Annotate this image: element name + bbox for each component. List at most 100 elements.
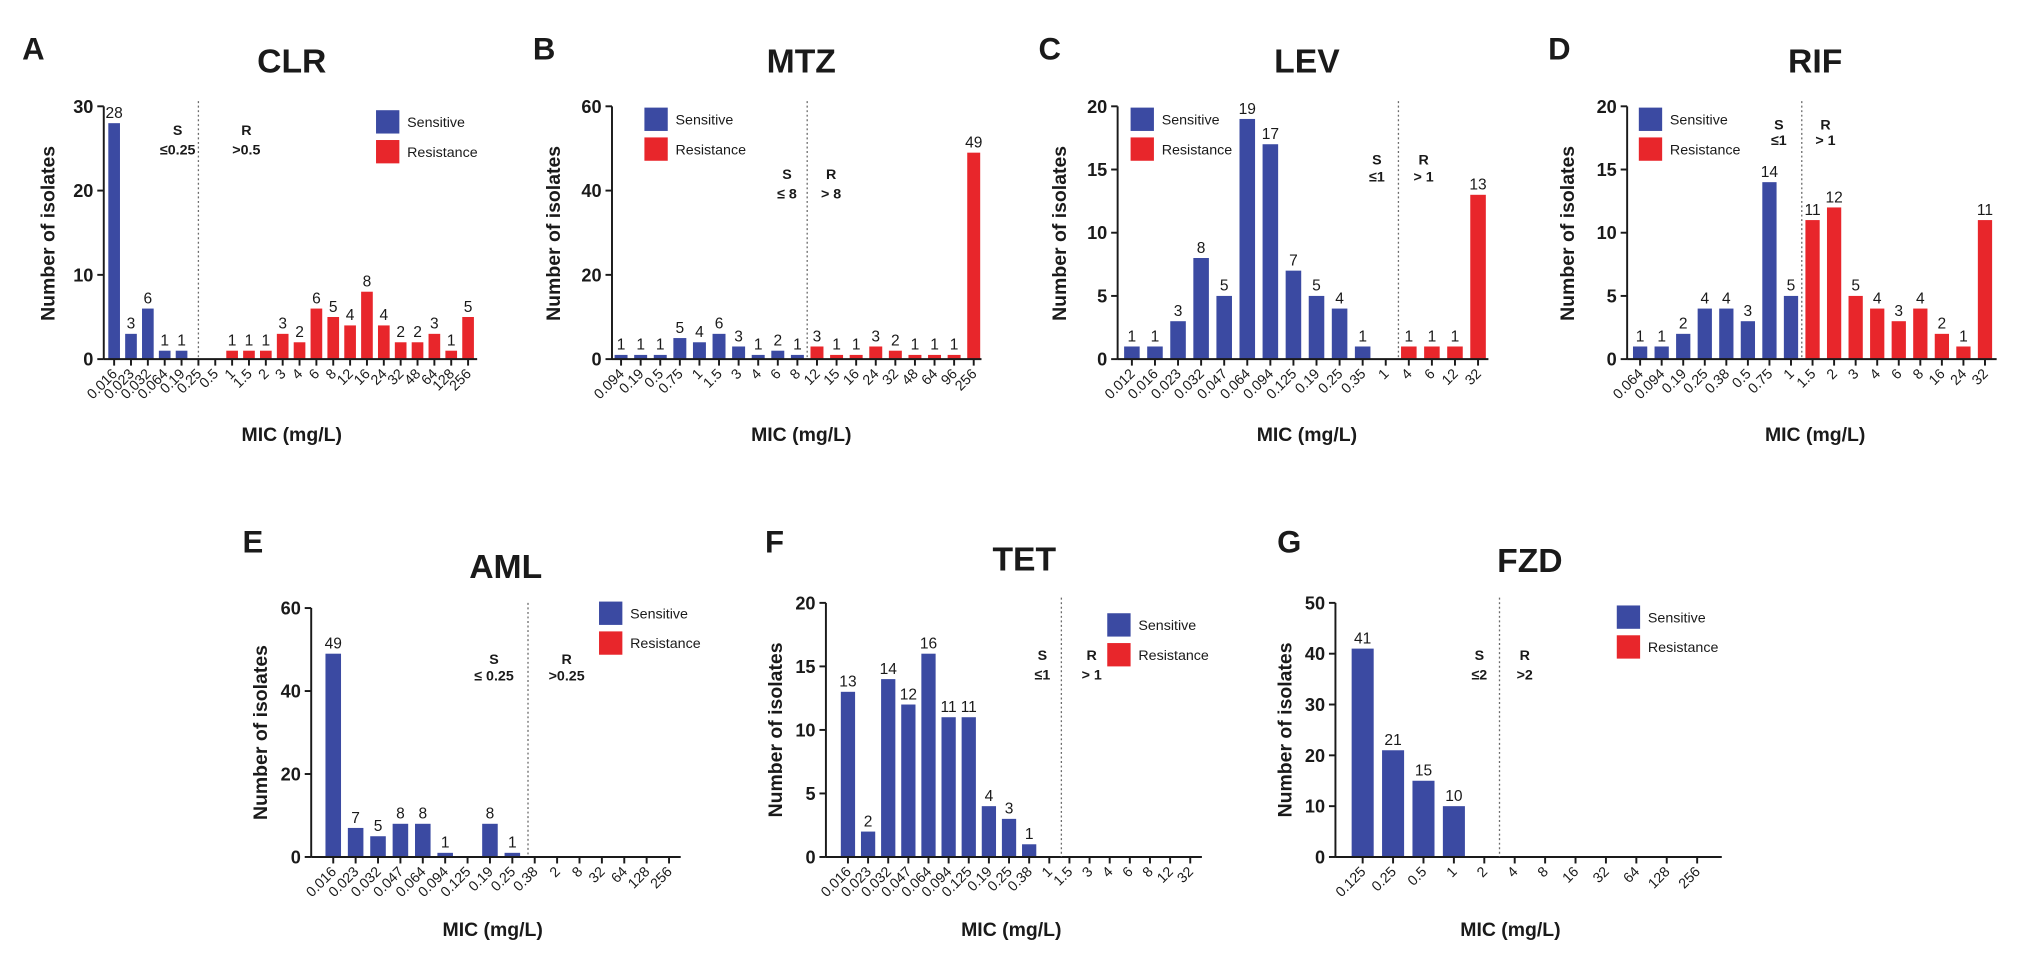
bar-sensitive (881, 679, 896, 857)
bar-resistance (226, 350, 238, 360)
x-tick-label: 0.38 (1005, 864, 1036, 895)
y-tick-label: 40 (581, 181, 601, 201)
bar-value-label: 3 (1894, 303, 1903, 320)
bar-resistance (1805, 220, 1820, 360)
x-tick-label: 4 (748, 366, 765, 383)
x-tick-label: 6 (768, 366, 785, 383)
bar-sensitive (692, 342, 706, 360)
panel-letter: D (1548, 32, 1570, 67)
bar-sensitive (1762, 182, 1777, 360)
legend-swatch-sensitive (376, 110, 400, 134)
sensitive-breakpoint-letter: S (782, 167, 792, 183)
bar-value-label: 5 (1220, 278, 1229, 295)
bar-value-label: 2 (891, 333, 900, 350)
legend-label-sensitive: Sensitive (407, 115, 465, 131)
bar-value-label: 1 (793, 337, 802, 354)
bar-resistance (1913, 308, 1928, 360)
panel-letter: B (533, 32, 555, 67)
bar-value-label: 1 (1451, 328, 1460, 345)
bar-value-label: 1 (1428, 328, 1437, 345)
bar-value-label: 4 (1722, 290, 1731, 307)
bar-sensitive (1124, 346, 1140, 360)
bar-sensitive (1001, 818, 1017, 857)
bar-resistance (869, 346, 883, 360)
x-tick-label: 32 (1174, 864, 1197, 887)
bar-value-label: 1 (1151, 328, 1160, 345)
resistant-breakpoint-letter: R (1087, 648, 1097, 664)
bar-value-label: 1 (1358, 328, 1367, 345)
x-tick-label: 6 (1889, 366, 1906, 383)
bar-value-label: 8 (418, 806, 427, 823)
y-tick-label: 50 (1305, 593, 1325, 613)
x-axis-title: MIC (mg/L) (443, 919, 543, 941)
y-axis-title: Number of isolates (1274, 642, 1296, 817)
sensitive-breakpoint-value: ≤0.25 (160, 142, 196, 158)
x-tick-label: 1.5 (1051, 864, 1076, 889)
panel-letter: F (765, 524, 784, 559)
x-tick-label: 0.38 (1702, 366, 1733, 397)
bar-value-label: 1 (262, 333, 271, 350)
bar-value-label: 1 (447, 333, 456, 350)
bar-value-label: 4 (1916, 290, 1925, 307)
chart-title: CLR (257, 43, 326, 81)
x-tick-label: 256 (952, 366, 980, 394)
x-tick-label: 128 (1645, 864, 1673, 892)
bar-value-label: 5 (1851, 278, 1860, 295)
bar-sensitive (653, 354, 667, 360)
legend-swatch-sensitive (1638, 107, 1663, 131)
sensitive-breakpoint-letter: S (1475, 648, 1485, 664)
x-tick-label: 32 (1590, 864, 1613, 887)
bar-sensitive (325, 653, 342, 857)
y-tick-label: 0 (83, 350, 93, 370)
bar-resistance (445, 350, 458, 360)
bar-sensitive (175, 350, 188, 360)
y-axis-title: Number of isolates (765, 642, 787, 817)
bar-resistance (967, 152, 981, 360)
bar-value-label: 11 (1804, 202, 1820, 219)
y-axis-title: Number of isolates (1049, 146, 1071, 321)
bar-sensitive (1654, 346, 1669, 360)
panel-letter: E (242, 524, 263, 559)
bar-value-label: 1 (754, 337, 763, 354)
x-axis-title: MIC (mg/L) (1460, 919, 1560, 941)
panel-letter: C (1039, 32, 1061, 67)
bar-value-label: 1 (1128, 328, 1137, 345)
bar-value-label: 15 (1415, 763, 1432, 780)
bar-value-label: 12 (1825, 189, 1842, 206)
bar-sensitive (961, 717, 976, 857)
bar-value-label: 6 (144, 290, 153, 307)
bar-value-label: 3 (430, 316, 439, 333)
bar-resistance (327, 316, 340, 360)
x-tick-label: 3 (272, 366, 289, 383)
bar-sensitive (415, 823, 431, 857)
bar-sensitive (1262, 144, 1279, 360)
x-tick-label: 4 (1504, 864, 1521, 881)
x-tick-label: 256 (1676, 864, 1704, 892)
x-tick-label: 64 (1621, 864, 1644, 887)
bar-sensitive (1783, 295, 1799, 360)
bar-sensitive (860, 831, 876, 857)
legend-label-sensitive: Sensitive (676, 112, 734, 128)
y-tick-label: 10 (1597, 223, 1617, 243)
bar-resistance (947, 354, 961, 360)
bar-value-label: 21 (1384, 732, 1401, 749)
bar-value-label: 6 (715, 316, 724, 333)
bar-sensitive (634, 354, 648, 360)
bar-sensitive (941, 717, 956, 857)
panel-letter: A (22, 32, 44, 67)
sensitive-breakpoint-value: ≤2 (1471, 667, 1487, 683)
legend-swatch-resistance (1130, 137, 1154, 161)
x-tick-label: 0.25 (1369, 864, 1400, 895)
bar-resistance (810, 346, 824, 360)
bar-value-label: 4 (379, 307, 388, 324)
y-tick-label: 20 (73, 181, 93, 201)
legend: Sensitive Resistance (376, 110, 478, 164)
bar-resistance (1447, 346, 1463, 360)
y-tick-label: 0 (291, 847, 301, 867)
legend-swatch-resistance (644, 137, 668, 161)
bar-resistance (1870, 308, 1885, 360)
y-tick-label: 0 (805, 847, 815, 867)
bar-value-label: 1 (852, 337, 861, 354)
